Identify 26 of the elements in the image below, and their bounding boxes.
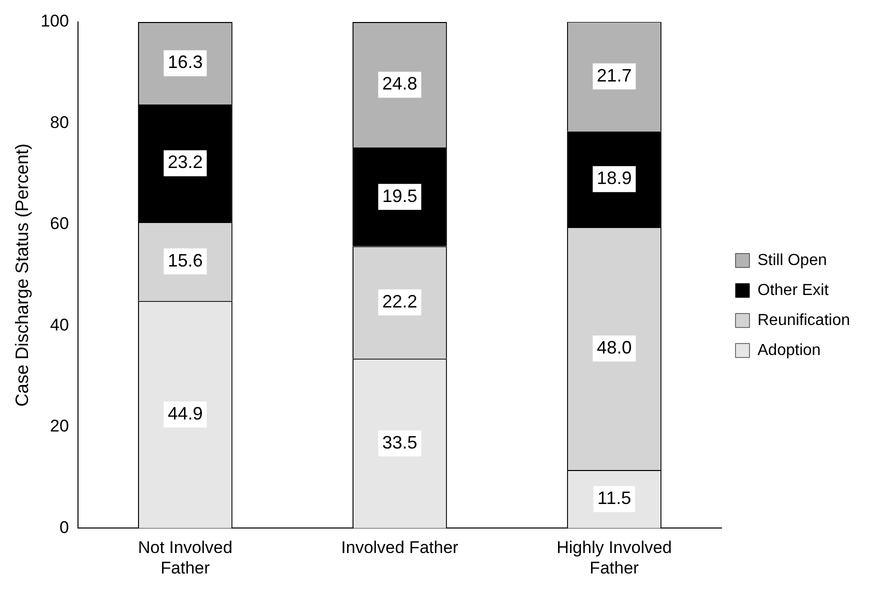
x-tick-label: Involved Father (341, 538, 459, 558)
x-tick-label: Not Involved Father (138, 538, 232, 578)
data-label: 11.5 (597, 488, 632, 508)
x-tick-label: Highly Involved Father (556, 538, 672, 578)
legend-label: Other Exit (758, 282, 830, 299)
data-label: 48.0 (596, 337, 632, 358)
legend-label: Reunification (758, 312, 850, 329)
y-tick-label: 60 (50, 214, 69, 234)
legend-label: Still Open (758, 252, 827, 269)
data-label: 23.2 (168, 152, 203, 172)
y-axis-title: Case Discharge Status (Percent) (12, 144, 32, 407)
data-label: 15.6 (168, 250, 203, 270)
y-tick-label: 20 (50, 416, 69, 436)
data-label: 16.3 (168, 52, 203, 72)
y-tick-label: 80 (50, 112, 69, 132)
data-label: 18.9 (596, 168, 632, 188)
legend-label: Adoption (758, 342, 821, 359)
data-label: 24.8 (382, 74, 418, 94)
y-tick-label: 100 (40, 12, 69, 31)
data-label: 19.5 (382, 186, 418, 206)
y-tick-label: 40 (50, 315, 69, 334)
data-label: 21.7 (596, 65, 632, 86)
y-tick-label: 0 (59, 518, 69, 537)
data-label: 44.9 (168, 404, 203, 424)
data-label: 22.2 (382, 291, 418, 312)
data-label: 33.5 (382, 432, 418, 452)
